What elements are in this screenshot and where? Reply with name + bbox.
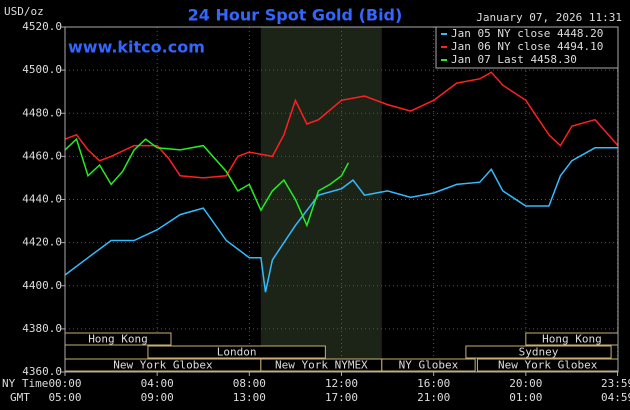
x-tick-label: 04:00 [141,377,174,390]
ny-time-label: NY Time [2,377,48,390]
y-tick-label: 4440.0 [22,193,62,206]
y-tick-label: 4380.0 [22,322,62,335]
session-label: Sydney [519,346,559,359]
gmt-tick-label: 17:00 [325,391,358,404]
x-tick-label: 00:00 [48,377,81,390]
series-line [64,137,350,228]
y-tick-label: 4520.0 [22,20,62,33]
legend-entry: Jan 06 NY close 4494.10 [451,40,603,53]
chart-title: 24 Hour Spot Gold (Bid) [188,6,403,25]
x-tick-label: 12:00 [325,377,358,390]
x-tick-label: 20:00 [509,377,542,390]
x-tick-label: 16:00 [417,377,450,390]
gmt-tick-label: 09:00 [141,391,174,404]
y-tick-label: 4480.0 [22,106,62,119]
legend [435,26,619,69]
session-label: Hong Kong [542,333,602,346]
gmt-tick-label: 05:00 [48,391,81,404]
gmt-tick-label: 01:00 [509,391,542,404]
y-tick-label: 4400.0 [22,279,62,292]
y-tick-label: 4500.0 [22,63,62,76]
x-tick-label: 23:59 [601,377,630,390]
gmt-label: GMT [10,391,30,404]
session-box [147,345,326,359]
series-line [64,71,619,179]
plot-frame [64,26,619,373]
y-axis-label: USD/oz [4,5,44,18]
session-box [465,345,612,359]
y-tick-label: 4360.0 [22,365,62,378]
gmt-tick-label: 13:00 [233,391,266,404]
y-tick-label: 4460.0 [22,149,62,162]
website: www.kitco.com [68,38,205,57]
y-tick-label: 4420.0 [22,236,62,249]
gmt-tick-label: 21:00 [417,391,450,404]
legend-entry: Jan 07 Last 4458.30 [451,53,577,66]
timestamp: January 07, 2026 11:31 [476,11,622,24]
session-label: New York Globex [113,359,213,372]
session-label: Hong Kong [88,333,148,346]
legend-entry: Jan 05 NY close 4448.20 [451,27,603,40]
gmt-tick-label: 04:59 [601,391,630,404]
session-label: New York Globex [498,359,598,372]
session-label: NY Globex [399,359,459,372]
series-line [64,147,618,293]
session-label: New York NYMEX [275,359,368,372]
x-tick-label: 08:00 [233,377,266,390]
session-box [381,358,476,372]
session-label: London [217,346,257,359]
